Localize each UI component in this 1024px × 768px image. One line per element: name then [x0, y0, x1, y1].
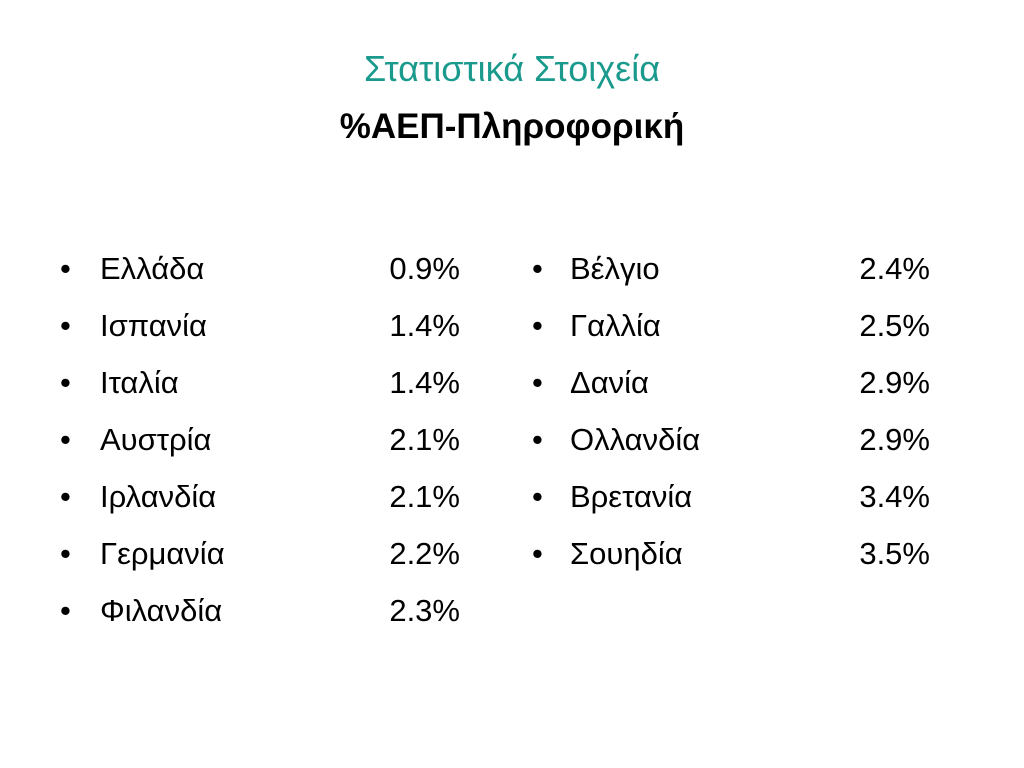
country-name: Γαλλία: [570, 308, 661, 343]
percentage: 2.1%: [389, 422, 460, 457]
country-name: Ελλάδα: [100, 251, 205, 286]
slide-subtitle: %ΑΕΠ-Πληροφορική: [339, 107, 685, 146]
bullet: •: [532, 365, 543, 400]
percentage: 2.5%: [859, 308, 930, 343]
country-name: Φιλανδία: [100, 593, 223, 628]
percentage: 1.4%: [389, 365, 460, 400]
country-name: Ιρλανδία: [100, 479, 217, 514]
bullet: •: [532, 536, 543, 571]
percentage: 1.4%: [389, 308, 460, 343]
bullet: •: [60, 479, 71, 514]
country-name: Ολλανδία: [570, 422, 701, 457]
country-name: Βέλγιο: [570, 251, 660, 286]
bullet: •: [532, 308, 543, 343]
percentage: 2.3%: [389, 593, 460, 628]
percentage: 2.4%: [859, 251, 930, 286]
country-name: Ισπανία: [100, 308, 207, 343]
percentage: 0.9%: [389, 251, 460, 286]
bullet: •: [60, 251, 71, 286]
bullet: •: [60, 308, 71, 343]
bullet: •: [60, 593, 71, 628]
percentage: 3.5%: [859, 536, 930, 571]
country-name: Βρετανία: [570, 479, 693, 514]
bullet: •: [60, 422, 71, 457]
percentage: 2.9%: [859, 422, 930, 457]
country-name: Σουηδία: [570, 536, 683, 571]
percentage: 3.4%: [859, 479, 930, 514]
percentage: 2.2%: [389, 536, 460, 571]
bullet: •: [532, 251, 543, 286]
country-name: Ιταλία: [100, 365, 179, 400]
country-name: Δανία: [570, 365, 649, 400]
bullet: •: [60, 365, 71, 400]
bullet: •: [60, 536, 71, 571]
bullet: •: [532, 479, 543, 514]
country-name: Γερμανία: [100, 536, 225, 571]
bullet: •: [532, 422, 543, 457]
slide-title: Στατιστικά Στοιχεία: [363, 48, 661, 89]
country-name: Αυστρία: [100, 422, 212, 457]
percentage: 2.1%: [389, 479, 460, 514]
percentage: 2.9%: [859, 365, 930, 400]
